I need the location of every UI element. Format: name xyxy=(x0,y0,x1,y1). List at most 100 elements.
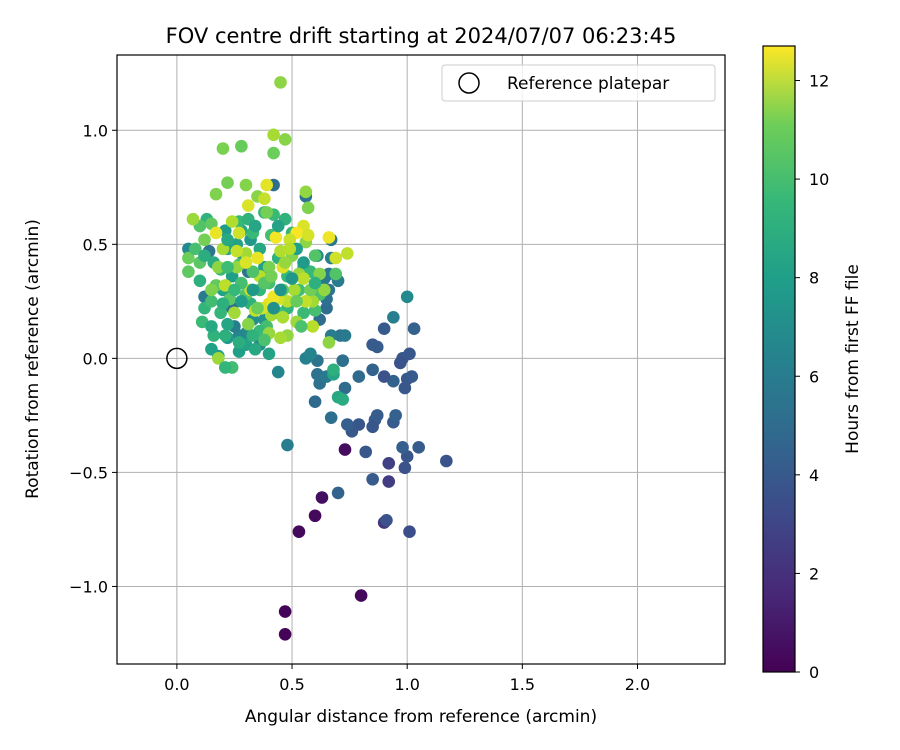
data-point xyxy=(299,295,313,308)
data-point xyxy=(294,320,308,333)
data-point xyxy=(324,411,338,424)
data-point xyxy=(221,317,234,331)
data-point xyxy=(398,461,412,475)
data-point xyxy=(232,226,246,240)
data-point xyxy=(297,272,310,285)
data-point xyxy=(248,219,262,233)
colorbar-tick-label: 2 xyxy=(809,564,819,583)
data-point xyxy=(235,295,248,308)
data-point xyxy=(246,329,260,342)
colorbar: 0 2 4 6 8 10 12 Hours from first FF file xyxy=(762,45,863,682)
data-point xyxy=(306,320,320,333)
data-point xyxy=(403,347,416,361)
data-point xyxy=(276,311,290,324)
data-point xyxy=(301,228,315,242)
data-point xyxy=(274,283,287,297)
data-point xyxy=(315,491,329,504)
data-point xyxy=(251,251,264,265)
plot-frame xyxy=(116,54,726,665)
data-point xyxy=(260,178,273,192)
data-point xyxy=(288,283,301,297)
chart-title: FOV centre drift starting at 2024/07/07 … xyxy=(166,24,677,48)
data-point xyxy=(308,249,322,263)
data-point xyxy=(366,363,379,377)
data-point xyxy=(380,514,393,527)
data-point xyxy=(320,301,333,315)
data-point xyxy=(209,187,223,201)
data-point xyxy=(198,249,211,263)
data-point xyxy=(393,356,407,370)
data-point xyxy=(338,329,352,342)
y-tick-label: −0.5 xyxy=(69,463,108,482)
y-tick-label: 0.0 xyxy=(83,349,108,368)
data-point xyxy=(239,178,253,192)
x-tick-label: 0.0 xyxy=(164,675,189,694)
y-tick-label: 1.0 xyxy=(83,121,108,140)
data-point xyxy=(281,438,294,452)
data-point xyxy=(331,486,345,500)
data-point xyxy=(329,251,343,265)
colorbar-tick-label: 6 xyxy=(809,367,819,386)
colorbar-ticks: 0 2 4 6 8 10 12 xyxy=(795,72,829,682)
data-point xyxy=(366,420,379,434)
data-point xyxy=(407,322,421,336)
data-point xyxy=(278,605,292,618)
data-point xyxy=(271,365,285,379)
data-point xyxy=(278,628,292,641)
data-point xyxy=(278,256,292,269)
data-point xyxy=(377,322,391,336)
data-point xyxy=(260,206,273,219)
data-point xyxy=(182,251,195,265)
y-axis-ticks: 1.0 0.5 0.0 −0.5 −1.0 xyxy=(69,121,117,596)
data-point xyxy=(327,363,340,377)
data-point xyxy=(221,233,234,247)
data-point xyxy=(269,231,283,244)
data-point xyxy=(366,338,379,351)
data-point xyxy=(292,525,306,539)
data-point xyxy=(398,381,412,395)
data-point xyxy=(336,393,349,406)
data-point xyxy=(299,185,313,199)
data-point xyxy=(283,233,297,247)
data-point xyxy=(248,342,262,356)
data-point xyxy=(267,301,280,315)
data-point xyxy=(297,256,310,269)
data-point xyxy=(322,231,336,244)
data-point xyxy=(205,283,218,297)
data-point xyxy=(400,290,414,304)
data-point xyxy=(341,418,354,431)
data-point xyxy=(308,509,322,523)
data-point xyxy=(366,472,379,486)
data-point xyxy=(370,409,384,422)
data-point xyxy=(218,361,232,374)
x-tick-label: 2.0 xyxy=(625,675,650,694)
legend: Reference platepar xyxy=(441,64,716,102)
legend-reference-marker xyxy=(458,72,480,94)
data-point xyxy=(189,242,202,256)
data-point xyxy=(267,146,280,160)
colorbar-tick-label: 12 xyxy=(809,72,829,91)
data-point xyxy=(246,283,260,297)
data-point xyxy=(412,441,425,454)
x-tick-label: 1.5 xyxy=(510,675,535,694)
data-point xyxy=(230,244,244,258)
data-points xyxy=(182,76,453,641)
x-tick-label: 1.0 xyxy=(394,675,419,694)
data-point xyxy=(387,311,400,324)
data-point xyxy=(186,212,200,226)
y-tick-label: 0.5 xyxy=(83,235,108,254)
data-point xyxy=(265,269,278,283)
data-point xyxy=(283,242,297,256)
data-point xyxy=(212,352,225,365)
data-point xyxy=(290,295,303,308)
data-point xyxy=(235,139,248,153)
data-point xyxy=(271,219,285,233)
data-point xyxy=(304,347,317,361)
data-point xyxy=(336,354,349,367)
data-point xyxy=(341,247,354,260)
data-point xyxy=(258,192,271,205)
x-axis-ticks: 0.0 0.5 1.0 1.5 2.0 xyxy=(164,664,650,694)
data-point xyxy=(228,306,241,320)
data-point xyxy=(205,320,218,333)
